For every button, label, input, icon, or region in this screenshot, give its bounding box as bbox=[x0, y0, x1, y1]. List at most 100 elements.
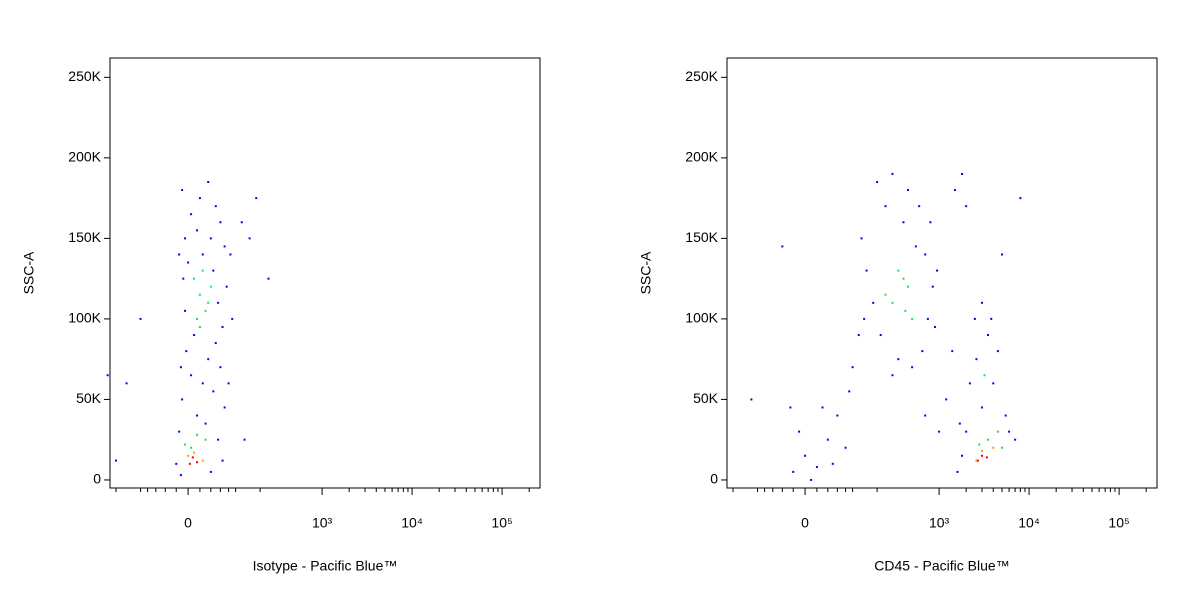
event-dot bbox=[879, 334, 882, 337]
event-dot bbox=[223, 406, 226, 409]
event-dot bbox=[884, 293, 887, 296]
y-axis-label: SSC-A bbox=[21, 251, 37, 294]
event-dot bbox=[848, 390, 851, 393]
event-dot bbox=[924, 253, 927, 256]
x-tick-label: 0 bbox=[801, 515, 809, 531]
event-dot bbox=[821, 406, 824, 409]
event-dot bbox=[965, 205, 968, 208]
x-tick-label: 10⁵ bbox=[491, 515, 512, 531]
event-dot bbox=[929, 221, 932, 224]
event-dot bbox=[231, 317, 234, 320]
event-dot bbox=[981, 454, 984, 457]
event-dot bbox=[891, 172, 894, 175]
event-dot bbox=[976, 459, 979, 462]
event-dot bbox=[891, 301, 894, 304]
event-dot bbox=[196, 229, 199, 232]
event-dot bbox=[209, 285, 212, 288]
event-dot bbox=[904, 309, 907, 312]
event-dot bbox=[884, 205, 887, 208]
event-dot bbox=[187, 261, 190, 264]
event-dot bbox=[221, 459, 224, 462]
event-dot bbox=[956, 470, 959, 473]
event-dot bbox=[992, 446, 995, 449]
event-dot bbox=[981, 406, 984, 409]
y-tick-label: 200K bbox=[68, 149, 101, 165]
event-dot bbox=[781, 245, 784, 248]
event-dot bbox=[921, 350, 924, 353]
plot-frame bbox=[109, 57, 541, 489]
event-dot bbox=[857, 334, 860, 337]
event-dot bbox=[219, 221, 222, 224]
y-tick-label: 50K bbox=[693, 390, 719, 406]
event-dot bbox=[987, 334, 990, 337]
event-dot bbox=[968, 382, 971, 385]
event-dot bbox=[844, 446, 847, 449]
event-dot bbox=[836, 414, 839, 417]
event-dot bbox=[985, 456, 988, 459]
event-dot bbox=[851, 366, 854, 369]
event-dot bbox=[978, 443, 981, 446]
event-dot bbox=[190, 213, 193, 216]
event-dot bbox=[798, 430, 801, 433]
event-dot bbox=[212, 390, 215, 393]
event-dot bbox=[198, 325, 201, 328]
y-tick-label: 250K bbox=[68, 68, 101, 84]
y-tick-label: 150K bbox=[685, 229, 718, 245]
event-dot bbox=[209, 237, 212, 240]
event-dot bbox=[860, 237, 863, 240]
event-dot bbox=[196, 414, 199, 417]
event-dot bbox=[926, 317, 929, 320]
event-dot bbox=[965, 430, 968, 433]
event-dot bbox=[902, 277, 905, 280]
event-dot bbox=[897, 358, 900, 361]
event-dot bbox=[209, 470, 212, 473]
event-dot bbox=[187, 454, 190, 457]
event-dot bbox=[212, 269, 215, 272]
event-dot bbox=[907, 189, 910, 192]
event-dot bbox=[193, 451, 196, 454]
event-dot bbox=[907, 285, 910, 288]
x-tick-label: 10⁴ bbox=[1018, 515, 1040, 531]
event-dot bbox=[953, 189, 956, 192]
event-dot bbox=[217, 438, 220, 441]
event-dot bbox=[831, 462, 834, 465]
event-dot bbox=[996, 430, 999, 433]
event-dot bbox=[1000, 253, 1003, 256]
event-dot bbox=[990, 317, 993, 320]
event-dot bbox=[924, 414, 927, 417]
event-dot bbox=[267, 277, 270, 280]
event-dot bbox=[188, 462, 191, 465]
event-dot bbox=[248, 237, 251, 240]
event-dot bbox=[175, 462, 178, 465]
event-dot bbox=[139, 317, 142, 320]
x-axis-label: CD45 - Pacific Blue™ bbox=[874, 558, 1009, 574]
event-dot bbox=[789, 406, 792, 409]
event-dot bbox=[975, 459, 978, 462]
x-tick-label: 10³ bbox=[312, 515, 333, 531]
event-dot bbox=[872, 301, 875, 304]
event-dot bbox=[987, 438, 990, 441]
event-dot bbox=[223, 245, 226, 248]
event-dot bbox=[179, 474, 182, 477]
y-tick-label: 0 bbox=[93, 471, 101, 487]
y-tick-label: 100K bbox=[68, 310, 101, 326]
x-tick-label: 10³ bbox=[929, 515, 950, 531]
event-dot bbox=[938, 430, 941, 433]
event-dot bbox=[936, 269, 939, 272]
event-dot bbox=[891, 374, 894, 377]
event-dot bbox=[958, 422, 961, 425]
event-dot bbox=[178, 253, 181, 256]
event-dot bbox=[196, 317, 199, 320]
event-dot bbox=[178, 430, 181, 433]
event-dot bbox=[184, 443, 187, 446]
event-dot bbox=[198, 197, 201, 200]
event-dot bbox=[201, 459, 204, 462]
event-dot bbox=[201, 269, 204, 272]
event-dot bbox=[865, 269, 868, 272]
event-dot bbox=[931, 285, 934, 288]
x-tick-label: 0 bbox=[184, 515, 192, 531]
event-dot bbox=[181, 398, 184, 401]
y-tick-label: 250K bbox=[685, 68, 718, 84]
event-dot bbox=[179, 366, 182, 369]
